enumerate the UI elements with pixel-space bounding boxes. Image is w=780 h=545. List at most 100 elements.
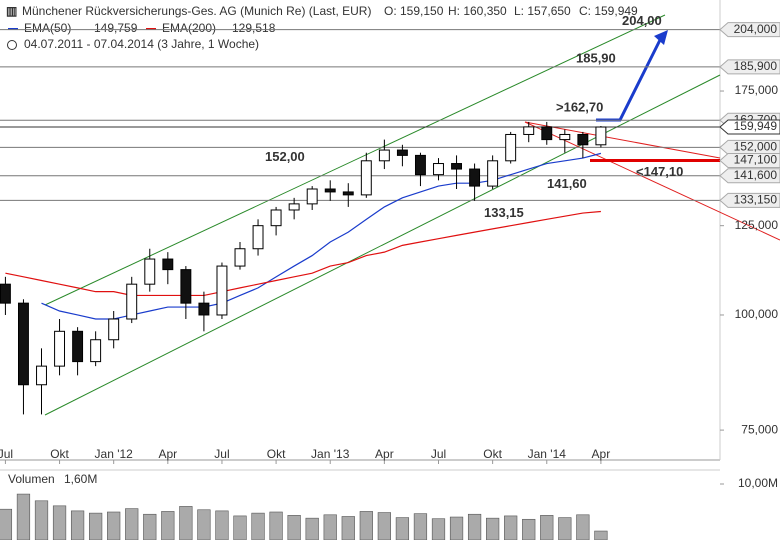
period: 04.07.2011 - 07.04.2014 (3 Jahre, 1 Woch…: [24, 37, 259, 51]
x-tick-label: Apr: [592, 447, 611, 461]
volume-bar: [143, 513, 157, 541]
candle-body: [17, 302, 29, 386]
arrow-head: [654, 30, 668, 45]
x-tick-label: Okt: [50, 447, 69, 461]
candle-body: [72, 330, 84, 363]
volume-bar: [576, 514, 590, 541]
volume-bar: [504, 515, 518, 541]
volume-bar: [70, 510, 85, 541]
header: ▥ Münchener Rückversicherungs-Ges. AG (M…: [6, 4, 638, 51]
y-tick-label: 175,000: [735, 83, 779, 97]
candle-body: [577, 133, 589, 146]
y-tick-label: 100,000: [735, 307, 779, 321]
x-tick-label: Jul: [214, 447, 229, 461]
level-label: 147,100: [734, 153, 778, 167]
level-label: 159,949: [734, 119, 778, 133]
quote-open: O: 159,150: [384, 4, 444, 18]
candle-body: [342, 191, 354, 196]
level-box: [719, 168, 780, 184]
candle-body: [469, 168, 481, 187]
y-tick-label: 10,00M: [738, 476, 778, 490]
x-tick-label: Okt: [267, 447, 286, 461]
volume-bar: [251, 512, 265, 541]
annotation: 152,00: [265, 149, 305, 164]
candle-body: [487, 160, 499, 187]
volume-bar: [413, 513, 428, 541]
ema-line: [5, 210, 601, 297]
legend-entry: EMA(50): [24, 21, 71, 35]
annotation: 204,00: [622, 13, 662, 28]
candle-body: [451, 163, 463, 170]
quote-high: H: 160,350: [448, 4, 507, 18]
volume-bar: [359, 511, 373, 541]
chart-title: Münchener Rückversicherungs-Ges. AG (Mun…: [22, 4, 371, 18]
candle-body: [396, 149, 408, 156]
annotation: 133,15: [484, 205, 524, 220]
plot: [0, 0, 780, 461]
candle-body: [541, 126, 553, 141]
level-box: [719, 192, 780, 208]
candle-body: [198, 302, 210, 316]
legend-entry: EMA(200): [162, 21, 216, 35]
y-tick-label: 75,000: [741, 422, 778, 436]
icon: ▥: [6, 4, 17, 18]
candle-body: [360, 160, 372, 196]
level-label: 133,150: [734, 193, 778, 207]
volume-bar: [16, 493, 31, 541]
candle-body: [90, 339, 102, 363]
volume-bar: [89, 512, 103, 541]
candle-body: [180, 269, 192, 304]
candle-body: [234, 248, 246, 267]
volume-value: 1,60M: [64, 472, 97, 486]
x-tick-label: Jan '13: [311, 447, 350, 461]
level-label: 141,600: [734, 168, 778, 182]
annotation: 185,90: [576, 50, 616, 65]
volume-bar: [431, 518, 446, 541]
level-label: 152,000: [734, 140, 778, 154]
trend-channel: [44, 14, 666, 306]
x-tick-label: Jul: [0, 447, 13, 461]
volume-bar: [305, 517, 319, 541]
trend-line: [524, 121, 780, 241]
volume-bar: [449, 516, 464, 541]
volume-bar: [215, 510, 229, 541]
candle-body: [126, 283, 138, 320]
candle-body: [108, 318, 120, 341]
x-tick-label: Apr: [158, 447, 177, 461]
level-box: [719, 59, 780, 75]
volume-bar: [233, 515, 247, 541]
x-tick-label: Jan '12: [95, 447, 134, 461]
volume-bar: [540, 515, 554, 541]
candle-body: [559, 133, 571, 141]
candle-body: [162, 258, 174, 271]
level-box: [719, 153, 780, 169]
volume-bar: [522, 518, 536, 541]
candle-body: [378, 149, 390, 162]
candle-body: [523, 126, 535, 135]
y-tick-label: 125,000: [735, 218, 779, 232]
candle-body: [288, 203, 300, 211]
volume-label: Volumen: [8, 472, 55, 486]
candle-body: [0, 283, 11, 304]
candle-body: [54, 330, 66, 367]
volume-bar: [467, 513, 482, 541]
x-tick-label: Okt: [483, 447, 502, 461]
volume-bar: [287, 515, 301, 541]
level-box: [719, 139, 780, 155]
annotation: 141,60: [547, 176, 587, 191]
level-label: 204,000: [734, 22, 778, 36]
volume-bar: [125, 508, 139, 541]
candle-body: [270, 209, 282, 227]
candle-body: [144, 258, 156, 285]
legend-value: 149,759: [94, 21, 138, 35]
candle-body: [324, 188, 336, 193]
x-tick-label: Jan '14: [528, 447, 567, 461]
volume-bar: [34, 500, 49, 541]
volume-bar: [395, 517, 410, 541]
trend-channel: [44, 74, 721, 416]
volume-bar: [0, 508, 13, 541]
candle-body: [216, 265, 228, 316]
volume-bar: [323, 514, 337, 541]
candle-body: [36, 365, 47, 386]
